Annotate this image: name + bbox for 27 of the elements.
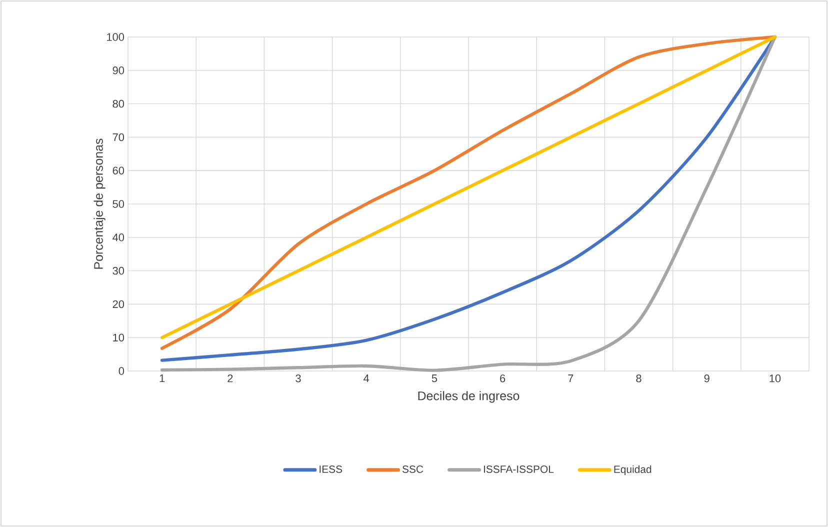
- x-tick-label: 3: [296, 374, 301, 382]
- legend-label: SSC: [402, 465, 424, 473]
- x-tick-label: 2: [228, 374, 233, 382]
- x-tick-label: 6: [500, 374, 506, 382]
- y-tick-label: 90: [112, 66, 124, 74]
- x-tick-label: 10: [770, 374, 781, 382]
- x-tick-label: 7: [568, 374, 574, 382]
- y-tick-label: 10: [113, 334, 124, 342]
- x-tick-label: 5: [432, 374, 438, 382]
- legend-label: ISSFA-ISSPOL: [484, 465, 554, 473]
- x-tick-label: 4: [364, 374, 370, 382]
- x-axis-title: Deciles de ingreso: [418, 391, 520, 403]
- legend-label: Equidad: [614, 465, 652, 476]
- x-tick-label: 9: [704, 374, 710, 382]
- y-tick-label: 100: [107, 33, 124, 41]
- x-tick-label: 1: [160, 374, 165, 382]
- y-axis-title: Porcentaje de personas: [94, 138, 106, 269]
- y-tick-label: 0: [118, 367, 124, 375]
- y-tick-label: 50: [112, 200, 124, 208]
- y-tick-label: 70: [112, 133, 124, 142]
- y-tick-label: 60: [112, 166, 124, 174]
- y-tick-label: 20: [112, 300, 124, 308]
- y-tick-label: 40: [112, 234, 124, 242]
- y-tick-label: 80: [112, 100, 124, 108]
- x-tick-label: 8: [636, 374, 642, 382]
- y-tick-label: 30: [112, 266, 124, 275]
- legend-label: IESS: [320, 465, 342, 473]
